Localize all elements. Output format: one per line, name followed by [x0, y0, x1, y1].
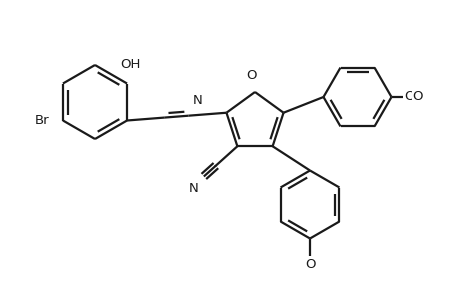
Text: O: O — [404, 91, 414, 103]
Text: O: O — [246, 69, 256, 82]
Text: O: O — [305, 258, 315, 272]
Text: OH: OH — [120, 58, 141, 71]
Text: N: N — [193, 94, 202, 107]
Text: N: N — [189, 182, 199, 195]
Text: O: O — [413, 90, 423, 102]
Text: Br: Br — [34, 114, 49, 127]
